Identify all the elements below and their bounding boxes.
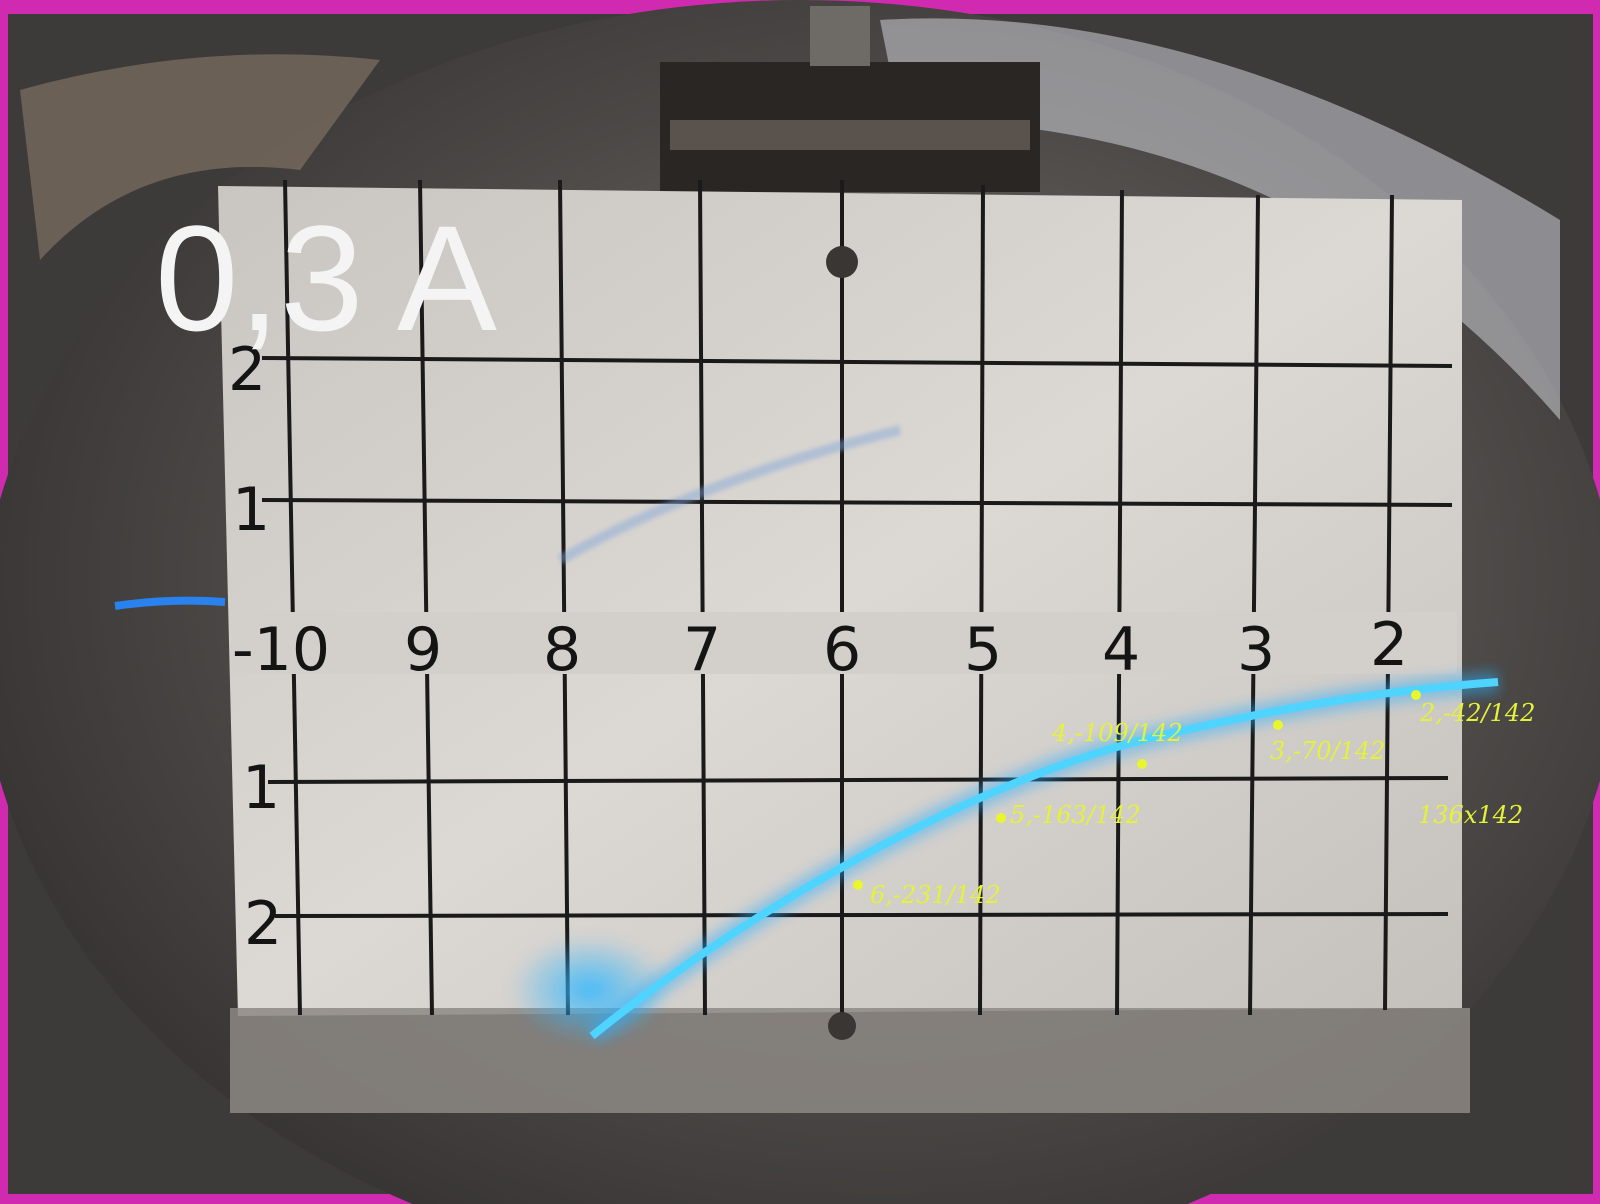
grid-line <box>1115 189 1124 1016</box>
beam-reflection <box>557 425 902 565</box>
grid-line <box>418 179 434 1016</box>
mount-rod <box>810 6 870 66</box>
x-tick-label: 3 <box>1237 615 1275 685</box>
x-tick-label: 9 <box>404 615 442 685</box>
scale-note: 136x142 <box>1418 801 1523 829</box>
grid-line <box>261 498 1453 507</box>
x-tick-label: 2 <box>1370 610 1408 680</box>
grid-line <box>978 184 985 1016</box>
x-tick-label: 4 <box>1102 615 1140 685</box>
measured-point <box>1411 690 1421 700</box>
x-tick-label: 6 <box>823 615 861 685</box>
measured-point <box>996 813 1006 823</box>
grid-line <box>558 179 570 1016</box>
y-tick-label: 2 <box>244 889 282 959</box>
x-tick-label: 8 <box>543 615 581 685</box>
y-tick-label: 1 <box>242 753 280 823</box>
screw <box>828 1012 856 1040</box>
x-axis-ticks: -10 9 8 7 6 5 4 3 2 <box>232 610 1457 685</box>
mount-plate <box>670 120 1030 150</box>
grid-line <box>1248 194 1260 1016</box>
grid-line <box>698 179 707 1016</box>
x-tick-label: 5 <box>964 615 1002 685</box>
grid <box>239 179 1456 1016</box>
x-tick-label: 7 <box>683 615 721 685</box>
grid-line <box>267 776 1449 784</box>
electron-beam <box>589 678 1499 1040</box>
point-label: 5,-163/142 <box>1010 801 1141 829</box>
y-tick-label: 1 <box>232 475 270 545</box>
beam-reflection <box>114 596 226 610</box>
measured-point <box>1137 759 1147 769</box>
point-label: 2,-42/142 <box>1419 699 1535 727</box>
bulb-highlight <box>880 18 1560 420</box>
measured-point <box>1273 720 1283 730</box>
point-label: 3,-70/142 <box>1270 737 1385 765</box>
screw <box>826 246 858 278</box>
point-label: 6,-231/142 <box>870 881 1001 909</box>
bulb-reflection-left <box>20 54 380 261</box>
current-label: 0,3 A <box>155 194 497 362</box>
grid-line <box>261 356 1453 368</box>
tick-label-backdrop <box>232 612 1457 674</box>
point-label: 4,-109/142 <box>1051 719 1183 747</box>
measurement-annotations: 6,-231/142 5,-163/142 4,-109/142 3,-70/1… <box>853 690 1535 909</box>
y-tick-label: 2 <box>228 335 266 405</box>
x-tick-label: -10 <box>232 615 330 685</box>
grid-line <box>283 179 302 1016</box>
measured-point <box>853 880 863 890</box>
y-axis-ticks: 2 1 1 2 <box>228 335 282 959</box>
grid-line <box>1383 194 1394 1011</box>
grid-line <box>274 912 1449 918</box>
